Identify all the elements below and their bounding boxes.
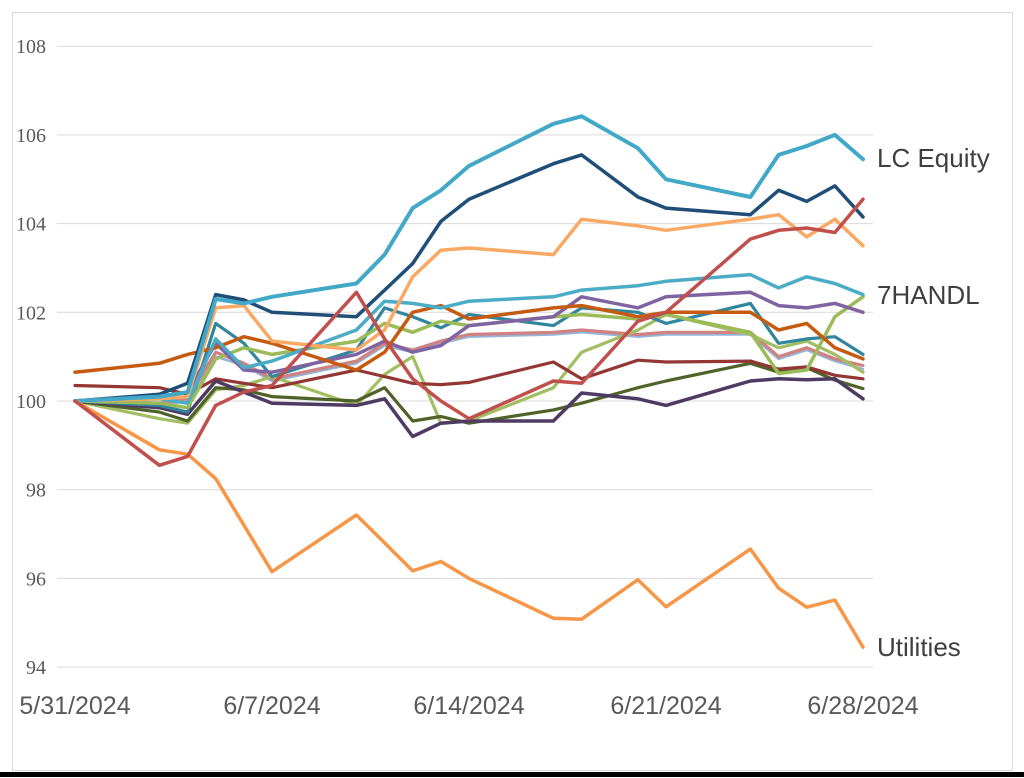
y-axis-tick-label: 106	[16, 125, 46, 147]
y-axis-tick-label: 100	[16, 391, 46, 413]
series-line-light-orange	[73, 212, 865, 403]
series-line-handl	[73, 272, 865, 405]
x-axis-tick-label: 5/31/2024	[19, 692, 130, 720]
y-axis-tick-label: 98	[26, 480, 46, 502]
x-axis-tick-label: 6/28/2024	[807, 692, 918, 720]
series-label-7handl: 7HANDL	[877, 280, 980, 310]
series-line-brick-red	[73, 197, 865, 468]
series-line-dark-purple	[73, 377, 865, 439]
x-axis-tick-label: 6/14/2024	[413, 692, 524, 720]
series-label-utilities: Utilities	[877, 632, 961, 662]
series-line-utilities	[73, 399, 865, 649]
series-label-lc-equity: LC Equity	[877, 143, 990, 173]
y-axis-tick-label: 104	[16, 214, 46, 236]
series-line-dark-olive	[73, 361, 865, 425]
series-line-lc_equity	[73, 114, 865, 403]
y-axis-tick-label: 94	[26, 657, 46, 679]
y-axis-tick-label: 108	[16, 36, 46, 58]
y-axis-tick-label: 102	[16, 302, 46, 324]
x-axis-tick-label: 6/21/2024	[610, 692, 721, 720]
series-line-navy	[73, 153, 865, 403]
series-line-light-green-a	[73, 295, 865, 410]
series-line-salmon	[73, 328, 865, 405]
screen-bottom-edge-bar	[0, 772, 1024, 777]
y-axis-tick-label: 96	[26, 568, 46, 590]
x-axis-tick-label: 6/7/2024	[223, 692, 320, 720]
series-line-dark-teal	[73, 301, 865, 414]
